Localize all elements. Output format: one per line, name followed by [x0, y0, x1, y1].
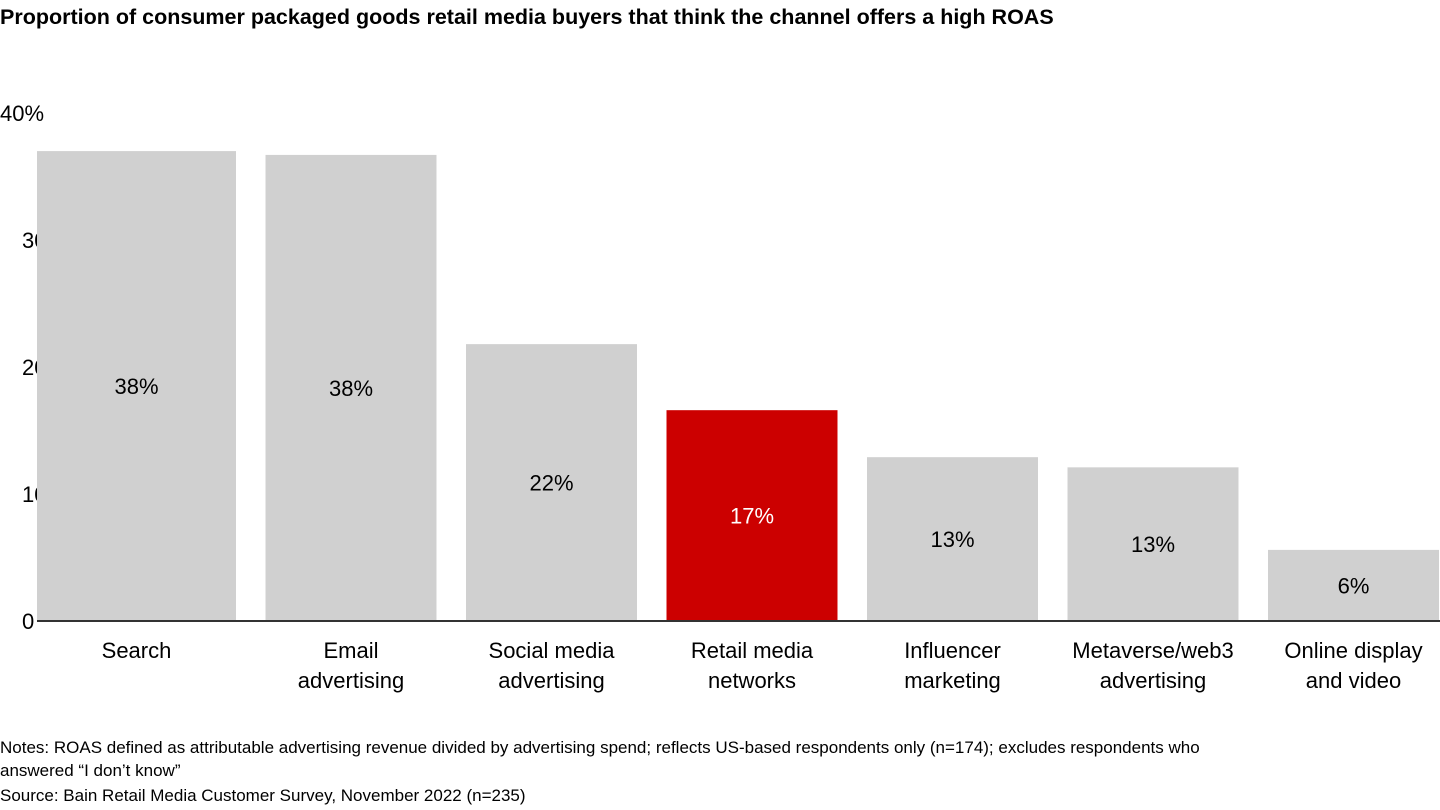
bar-4 — [867, 457, 1038, 621]
notes-line-2: answered “I don’t know” — [0, 761, 181, 780]
data-label: 38% — [329, 376, 373, 401]
bar-1 — [265, 154, 437, 621]
bar-3 — [666, 410, 838, 621]
data-label: 22% — [529, 471, 573, 496]
bar-5 — [1067, 467, 1239, 621]
category-label: and video — [1306, 668, 1401, 693]
data-label: 13% — [930, 527, 974, 552]
y-tick-label: 0 — [22, 609, 34, 634]
category-label: advertising — [498, 668, 604, 693]
category-label: Influencer — [904, 638, 1001, 663]
category-label: Social media — [489, 638, 616, 663]
data-label: 13% — [1131, 532, 1175, 557]
category-label: Online display — [1284, 638, 1422, 663]
category-label: Retail media — [691, 638, 814, 663]
category-label: advertising — [298, 668, 404, 693]
bar-6 — [1268, 549, 1439, 621]
data-label: 6% — [1338, 573, 1370, 598]
bar-2 — [466, 344, 637, 621]
category-label: Metaverse/web3 — [1072, 638, 1233, 663]
category-label: marketing — [904, 668, 1001, 693]
category-label: Email — [323, 638, 378, 663]
category-label: Search — [102, 638, 172, 663]
data-label: 17% — [730, 504, 774, 529]
bar-0 — [37, 151, 236, 621]
data-label: 38% — [114, 374, 158, 399]
category-label: networks — [708, 668, 796, 693]
source-note: Source: Bain Retail Media Customer Surve… — [0, 786, 526, 805]
category-label: advertising — [1100, 668, 1206, 693]
chart-title: Proportion of consumer packaged goods re… — [0, 5, 1054, 29]
y-tick-label: 40% — [0, 101, 44, 126]
notes-line-1: Notes: ROAS defined as attributable adve… — [0, 738, 1200, 757]
